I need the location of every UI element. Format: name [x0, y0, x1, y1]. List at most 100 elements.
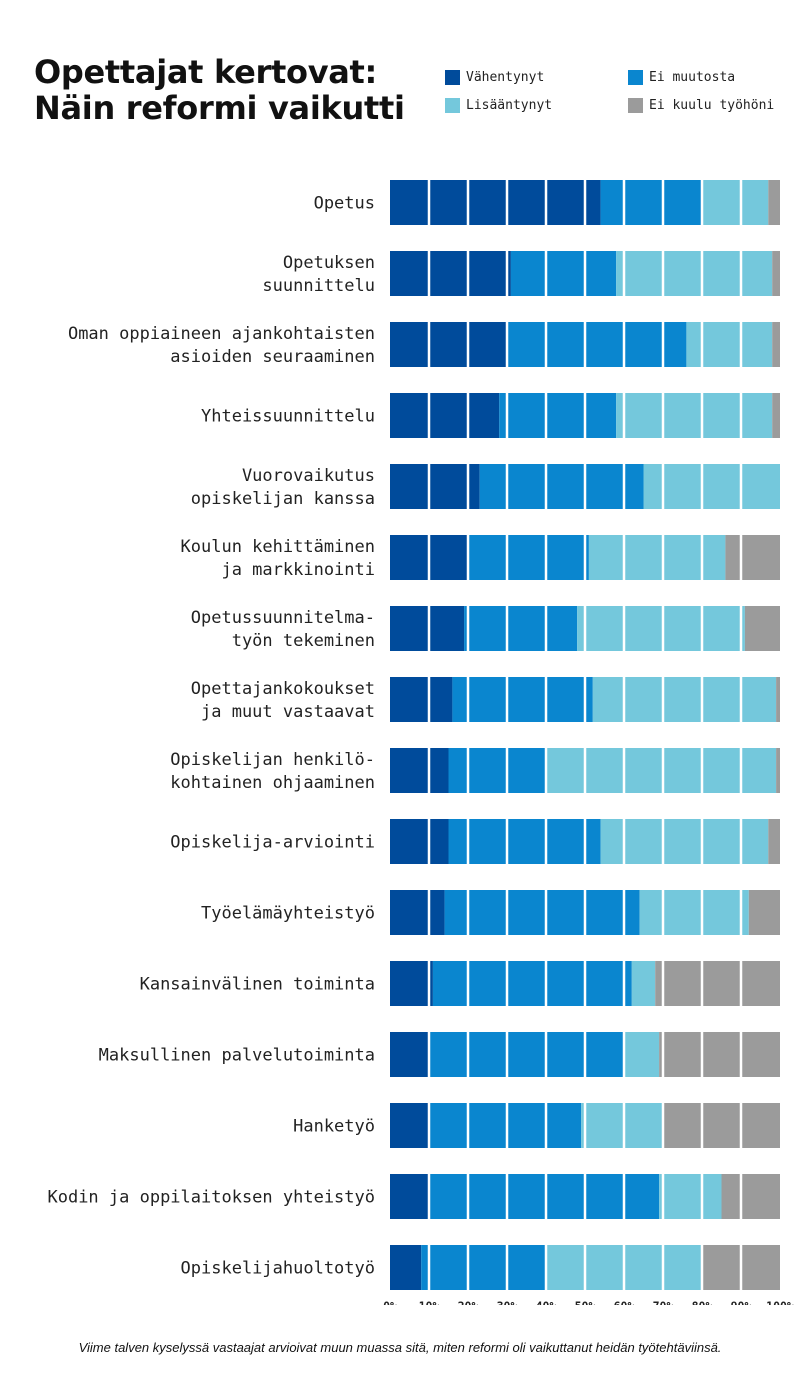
legend-swatch-lisaantynyt [445, 97, 460, 113]
legend-item-vahentynyt: Vähentynyt [445, 68, 544, 86]
bar-segment-vahentynyt-opetus [390, 180, 601, 225]
bar-segment-ei-muutosta-yhteissuunnittelu [499, 393, 617, 438]
category-label-opettajankokoukset-ja-muut-vastaavat: Opettajankokoukset ja muut vastaavat [191, 679, 375, 722]
category-label-vuorovaikutus-opiskelijan-kanssa: Vuorovaikutus opiskelijan kanssa [191, 466, 375, 509]
category-label-koulun-kehittaminen-ja-markkinointi: Koulun kehittäminen ja markkinointi [181, 537, 375, 580]
category-label-opetuksen-suunnittelu: Opetuksen suunnittelu [262, 253, 375, 296]
x-tick-label: 10% [419, 1299, 440, 1305]
bar-segment-ei-kuulu-tyohoni-yhteissuunnittelu [772, 393, 780, 438]
legend-label-lisaantynyt: Lisääntynyt [466, 97, 553, 113]
x-tick-label: 80% [692, 1299, 713, 1305]
bar-segment-ei-muutosta-opetussuunnitelma-tyon-tekeminen [464, 606, 578, 651]
bar-segment-ei-kuulu-tyohoni-hanketyo [663, 1103, 780, 1148]
bar-segment-vahentynyt-vuorovaikutus-opiskelijan-kanssa [390, 464, 480, 509]
bar-segment-vahentynyt-opiskelijahuoltotyo [390, 1245, 422, 1290]
bar-segment-ei-kuulu-tyohoni-kodin-ja-oppilaitoksen-yhteistyo [721, 1174, 780, 1219]
category-label-tyoelamayhteistyo: Työelämäyhteistyö [201, 904, 375, 924]
bar-segment-ei-muutosta-vuorovaikutus-opiskelijan-kanssa [479, 464, 644, 509]
category-label-opetussuunnitelma-tyon-tekeminen: Opetussuunnitelma-työn tekeminen [191, 608, 375, 651]
category-label-maksullinen-palvelutoiminta: Maksullinen palvelutoiminta [99, 1046, 375, 1066]
bar-segment-vahentynyt-opettajankokoukset-ja-muut-vastaavat [390, 677, 453, 722]
bar-segment-lisaantynyt-tyoelamayhteistyo [639, 890, 749, 935]
bar-segment-ei-kuulu-tyohoni-oman-oppiaineen-ajankohtaisten-asioiden-seuraaminen [772, 322, 780, 367]
bar-segment-vahentynyt-yhteissuunnittelu [390, 393, 500, 438]
x-tick-label: 70% [653, 1299, 674, 1305]
x-tick-label: 50% [575, 1299, 596, 1305]
bar-segment-lisaantynyt-oman-oppiaineen-ajankohtaisten-asioiden-seuraaminen [686, 322, 773, 367]
legend: Vähentynyt Ei muutosta Lisääntynyt Ei ku… [445, 68, 795, 120]
category-label-opiskelijan-henkilo-kohtainen-ohjaaminen: Opiskelijan henkilö-kohtainen ohjaaminen [170, 750, 375, 793]
category-label-kansainvalinen-toiminta: Kansainvälinen toiminta [140, 975, 375, 995]
bar-segment-ei-kuulu-tyohoni-opetussuunnitelma-tyon-tekeminen [744, 606, 780, 651]
x-tick-label: 20% [458, 1299, 479, 1305]
legend-label-ei-kuulu-tyohoni: Ei kuulu työhöni [649, 97, 775, 113]
bar-segment-vahentynyt-opiskelija-arviointi [390, 819, 449, 864]
bar-segment-lisaantynyt-maksullinen-palvelutoiminta [624, 1032, 660, 1077]
bar-segment-vahentynyt-tyoelamayhteistyo [390, 890, 445, 935]
bar-segment-ei-kuulu-tyohoni-opettajankokoukset-ja-muut-vastaavat [776, 677, 780, 722]
category-label-yhteissuunnittelu: Yhteissuunnittelu [201, 407, 375, 427]
bar-segment-ei-kuulu-tyohoni-opiskelija-arviointi [768, 819, 780, 864]
bar-segment-ei-kuulu-tyohoni-kansainvalinen-toiminta [655, 961, 780, 1006]
legend-item-lisaantynyt: Lisääntynyt [445, 96, 552, 114]
bar-segment-lisaantynyt-opiskelija-arviointi [600, 819, 769, 864]
bar-segment-vahentynyt-kodin-ja-oppilaitoksen-yhteistyo [390, 1174, 429, 1219]
bar-segment-ei-muutosta-hanketyo [429, 1103, 582, 1148]
legend-swatch-ei-muutosta [628, 69, 643, 85]
category-label-opiskelijahuoltotyo: Opiskelijahuoltotyö [181, 1259, 375, 1279]
bar-segment-ei-muutosta-koulun-kehittaminen-ja-markkinointi [468, 535, 589, 580]
bar-segment-ei-muutosta-opiskelija-arviointi [448, 819, 601, 864]
x-tick-label: 100% [766, 1299, 794, 1305]
bar-segment-lisaantynyt-kansainvalinen-toiminta [631, 961, 656, 1006]
bar-segment-ei-kuulu-tyohoni-koulun-kehittaminen-ja-markkinointi [725, 535, 780, 580]
legend-item-ei-kuulu-tyohoni: Ei kuulu työhöni [628, 96, 774, 114]
category-label-hanketyo: Hanketyö [293, 1117, 375, 1137]
bar-segment-vahentynyt-maksullinen-palvelutoiminta [390, 1032, 429, 1077]
bar-segment-lisaantynyt-koulun-kehittaminen-ja-markkinointi [588, 535, 726, 580]
bar-segment-lisaantynyt-hanketyo [581, 1103, 663, 1148]
chart-title: Opettajat kertovat: Näin reformi vaikutt… [34, 54, 414, 126]
category-label-opetus: Opetus [314, 194, 375, 214]
x-tick-label: 40% [536, 1299, 557, 1305]
bar-segment-lisaantynyt-opettajankokoukset-ja-muut-vastaavat [592, 677, 777, 722]
stacked-bar-chart: Opetus Opetuksen suunnittelu Oman oppiainee… [47, 178, 794, 1305]
bar-segment-ei-muutosta-kansainvalinen-toiminta [432, 961, 632, 1006]
bar-segment-lisaantynyt-opetuksen-suunnittelu [616, 251, 773, 296]
bar-segment-ei-muutosta-opetuksen-suunnittelu [510, 251, 617, 296]
bar-segment-ei-kuulu-tyohoni-opetuksen-suunnittelu [772, 251, 780, 296]
chart-title-line-1: Opettajat kertovat: [34, 53, 378, 91]
bar-segment-lisaantynyt-vuorovaikutus-opiskelijan-kanssa [643, 464, 780, 509]
bar-segment-vahentynyt-kansainvalinen-toiminta [390, 961, 433, 1006]
category-label-opiskelija-arviointi: Opiskelija-arviointi [170, 833, 375, 853]
legend-swatch-vahentynyt [445, 69, 460, 85]
chart-title-line-2: Näin reformi vaikutti [34, 89, 405, 127]
bar-segment-ei-muutosta-opiskelijan-henkilo-kohtainen-ohjaaminen [448, 748, 546, 793]
category-label-oman-oppiaineen-ajankohtaisten-asioiden-seuraaminen: Oman oppiaineen ajankohtaisten asioiden s… [68, 324, 375, 367]
bar-segment-ei-kuulu-tyohoni-tyoelamayhteistyo [748, 890, 780, 935]
bar-segment-vahentynyt-opetuksen-suunnittelu [390, 251, 511, 296]
x-tick-label: 90% [731, 1299, 752, 1305]
bar-segment-vahentynyt-opiskelijan-henkilo-kohtainen-ohjaaminen [390, 748, 449, 793]
bar-segment-lisaantynyt-yhteissuunnittelu [616, 393, 773, 438]
bar-segment-ei-muutosta-oman-oppiaineen-ajankohtaisten-asioiden-seuraaminen [507, 322, 687, 367]
bar-segment-lisaantynyt-kodin-ja-oppilaitoksen-yhteistyo [659, 1174, 722, 1219]
bar-segment-ei-kuulu-tyohoni-opiskelijan-henkilo-kohtainen-ohjaaminen [776, 748, 780, 793]
bar-segment-ei-kuulu-tyohoni-maksullinen-palvelutoiminta [659, 1032, 780, 1077]
bar-segment-ei-muutosta-maksullinen-palvelutoiminta [429, 1032, 624, 1077]
footnote: Viime talven kyselyssä vastaajat arvioiv… [78, 1340, 722, 1355]
bar-segment-ei-muutosta-opiskelijahuoltotyo [421, 1245, 546, 1290]
x-tick-label: 0% [383, 1299, 397, 1305]
bar-segment-lisaantynyt-opetussuunnitelma-tyon-tekeminen [577, 606, 745, 651]
bar-segment-vahentynyt-opetussuunnitelma-tyon-tekeminen [390, 606, 465, 651]
bar-segment-ei-muutosta-opettajankokoukset-ja-muut-vastaavat [452, 677, 593, 722]
category-label-kodin-ja-oppilaitoksen-yhteistyo: Kodin ja oppilaitoksen yhteistyö [47, 1188, 375, 1208]
bar-segment-vahentynyt-oman-oppiaineen-ajankohtaisten-asioiden-seuraaminen [390, 322, 507, 367]
x-tick-label: 30% [497, 1299, 518, 1305]
bar-segment-ei-kuulu-tyohoni-opetus [768, 180, 780, 225]
legend-item-ei-muutosta: Ei muutosta [628, 68, 735, 86]
legend-label-vahentynyt: Vähentynyt [466, 69, 545, 85]
bar-segment-vahentynyt-hanketyo [390, 1103, 429, 1148]
bar-segment-lisaantynyt-opetus [702, 180, 769, 225]
legend-swatch-ei-kuulu-tyohoni [628, 97, 643, 113]
legend-label-ei-muutosta: Ei muutosta [649, 69, 736, 85]
